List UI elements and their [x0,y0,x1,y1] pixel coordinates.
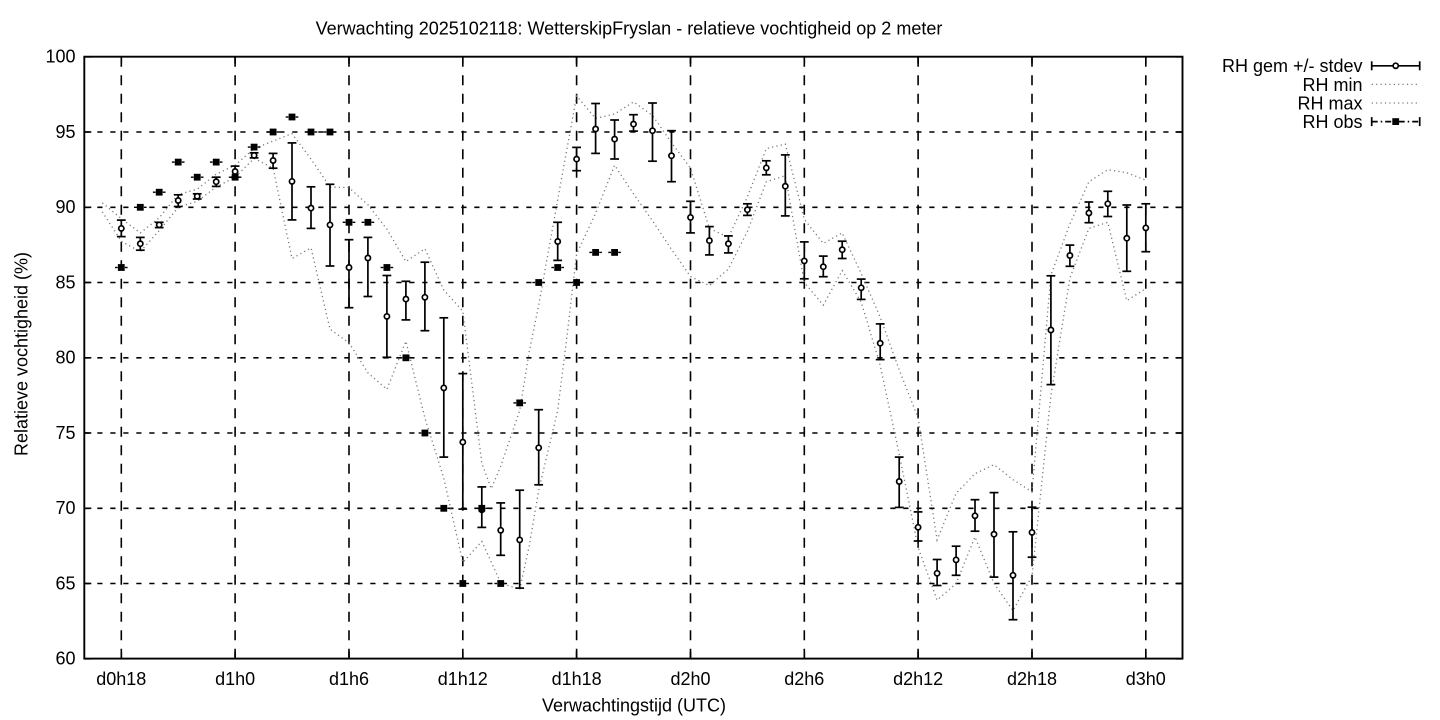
svg-text:70: 70 [55,498,75,518]
svg-text:Relatieve vochtigheid (%): Relatieve vochtigheid (%) [12,252,32,456]
svg-text:d2h6: d2h6 [784,669,824,689]
svg-text:d3h0: d3h0 [1126,669,1166,689]
svg-text:RH obs: RH obs [1302,112,1362,132]
svg-text:Verwachting 2025102118: Wetter: Verwachting 2025102118: WetterskipFrysla… [316,19,943,39]
svg-text:65: 65 [55,573,75,593]
svg-text:RH gem +/- stdev: RH gem +/- stdev [1222,56,1363,76]
svg-text:d0h18: d0h18 [96,669,146,689]
svg-text:d2h18: d2h18 [1007,669,1057,689]
svg-text:100: 100 [45,47,75,67]
svg-text:d1h0: d1h0 [215,669,255,689]
svg-text:60: 60 [55,649,75,669]
svg-text:75: 75 [55,423,75,443]
svg-text:RH min: RH min [1302,75,1362,95]
svg-text:d2h12: d2h12 [893,669,943,689]
svg-text:95: 95 [55,122,75,142]
svg-text:90: 90 [55,197,75,217]
svg-text:85: 85 [55,272,75,292]
svg-text:Verwachtingstijd (UTC): Verwachtingstijd (UTC) [542,696,726,716]
svg-text:d1h18: d1h18 [552,669,602,689]
svg-text:d2h0: d2h0 [670,669,710,689]
svg-text:80: 80 [55,348,75,368]
svg-text:RH max: RH max [1297,93,1362,113]
svg-text:d1h6: d1h6 [329,669,369,689]
svg-text:d1h12: d1h12 [438,669,488,689]
